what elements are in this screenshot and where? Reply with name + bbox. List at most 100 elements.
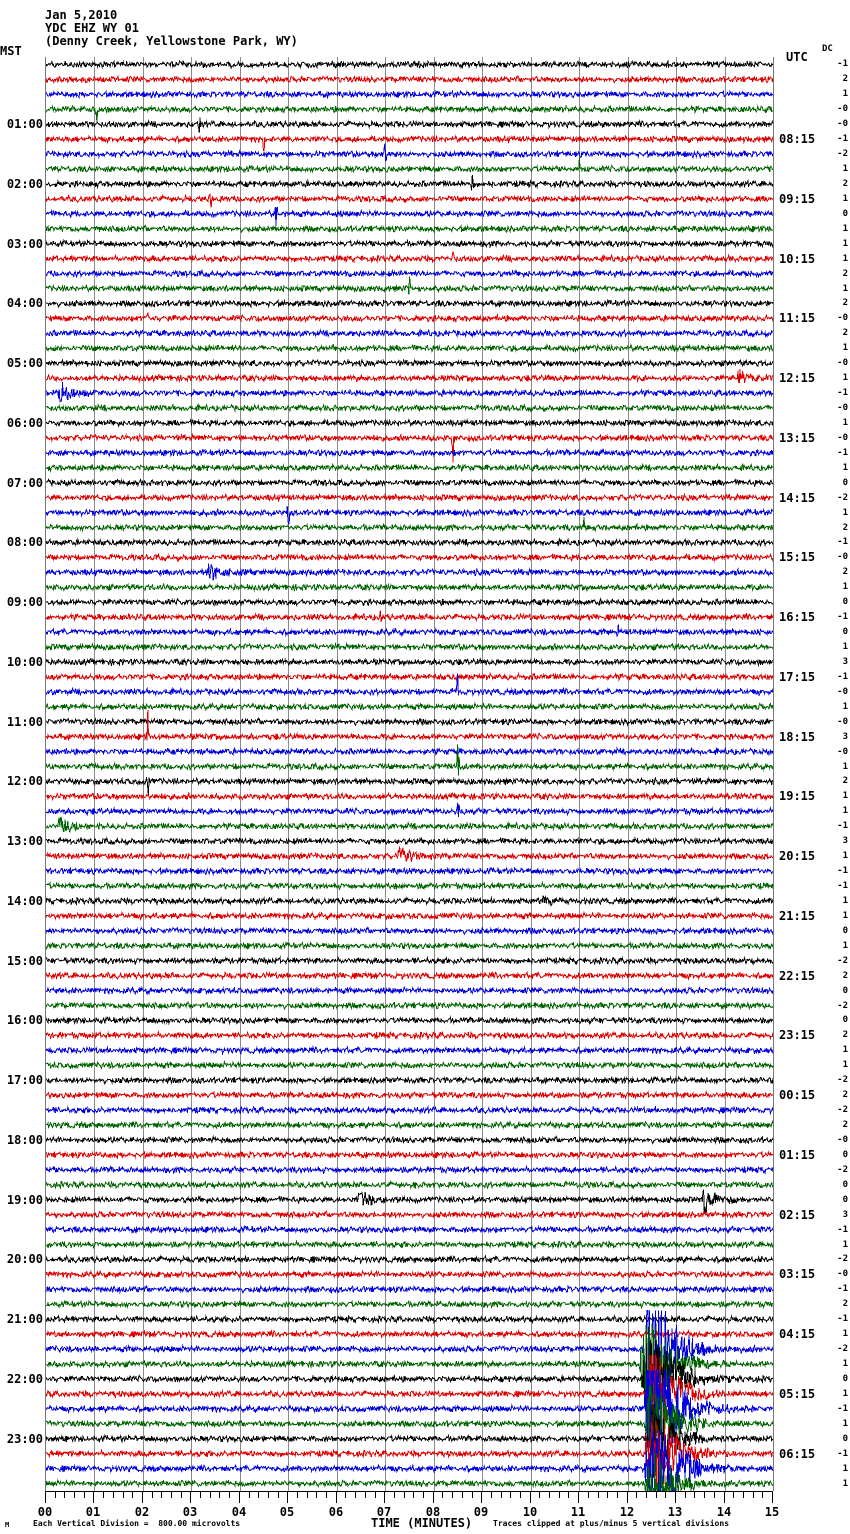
x-tick-minor (588, 1491, 589, 1498)
gridline-minute-9 (482, 57, 483, 1491)
axis-label-dc: DC (822, 44, 833, 54)
mst-time-label: 11:00 (6, 714, 43, 729)
dc-value: -1 (837, 671, 848, 682)
x-tick-major (578, 1491, 579, 1503)
x-axis-tick-label: 09 (473, 1505, 489, 1519)
dc-value: 0 (842, 1149, 848, 1160)
trace-row-46 (46, 746, 773, 757)
footer-xlabel: TIME (MINUTES) (371, 1516, 473, 1530)
trace-row-0 (46, 59, 773, 70)
utc-time-label: 16:15 (779, 610, 816, 625)
mst-time-label: 02:00 (6, 176, 43, 191)
x-tick-minor (607, 1491, 608, 1498)
dc-value: -2 (837, 1075, 848, 1086)
x-tick-minor (375, 1491, 376, 1498)
trace-row-6 (46, 143, 773, 162)
x-tick-major (724, 1491, 725, 1503)
utc-time-label: 18:15 (779, 729, 816, 744)
utc-time-label: 09:15 (779, 191, 816, 206)
trace-row-59 (46, 940, 773, 951)
helicorder-plot[interactable] (45, 57, 774, 1491)
trace-row-7 (46, 157, 773, 174)
trace-row-82 (46, 1284, 773, 1295)
trace-row-18 (46, 328, 773, 339)
x-tick-minor (452, 1491, 453, 1498)
x-axis-tick-label: 06 (328, 1505, 344, 1519)
trace-row-45 (46, 710, 773, 742)
trace-row-91 (46, 1384, 773, 1458)
trace-row-12 (46, 238, 773, 249)
x-tick-minor (123, 1491, 124, 1498)
mst-time-label: 14:00 (6, 893, 43, 908)
mst-time-label: 19:00 (6, 1192, 43, 1207)
trace-row-44 (46, 717, 773, 728)
x-axis-tick-label: 07 (376, 1505, 392, 1519)
utc-time-label: 22:15 (779, 968, 816, 983)
gridline-minute-3 (191, 57, 192, 1491)
trace-row-66 (46, 1045, 773, 1056)
dc-value: 1 (842, 582, 848, 593)
utc-time-label: 19:15 (779, 789, 816, 804)
trace-row-15 (46, 276, 773, 295)
dc-value: 2 (842, 1090, 848, 1101)
x-tick-major (384, 1491, 385, 1503)
x-tick-minor (103, 1491, 104, 1498)
x-tick-major (433, 1491, 434, 1503)
dc-value: 3 (842, 656, 848, 667)
x-tick-minor (171, 1491, 172, 1498)
trace-row-72 (46, 1134, 773, 1145)
dc-value: 1 (842, 1045, 848, 1056)
dc-value: 1 (842, 462, 848, 473)
trace-row-11 (46, 224, 773, 234)
dc-value: 0 (842, 1194, 848, 1205)
x-tick-major (772, 1491, 773, 1503)
header-date: Jan 5,2010 (45, 8, 118, 22)
trace-row-51 (46, 815, 773, 833)
x-tick-minor (656, 1491, 657, 1498)
trace-row-28 (46, 477, 773, 488)
trace-row-52 (46, 836, 773, 847)
dc-value: -1 (837, 1448, 848, 1459)
dc-value: 0 (842, 1015, 848, 1026)
x-tick-major (627, 1491, 628, 1503)
mst-time-label: 10:00 (6, 654, 43, 669)
trace-row-4 (46, 117, 773, 133)
x-tick-major (45, 1491, 46, 1503)
dc-value: -1 (837, 134, 848, 145)
x-tick-minor (307, 1491, 308, 1498)
trace-row-39 (46, 641, 773, 652)
x-axis-tick-label: 14 (716, 1505, 732, 1519)
mst-time-label: 23:00 (6, 1431, 43, 1446)
utc-time-label: 10:15 (779, 251, 816, 266)
mst-time-label: 03:00 (6, 236, 43, 251)
gridline-minute-5 (288, 57, 289, 1491)
trace-row-79 (46, 1239, 773, 1250)
x-tick-minor (753, 1491, 754, 1498)
x-tick-minor (665, 1491, 666, 1498)
trace-row-30 (46, 505, 773, 525)
x-tick-minor (636, 1491, 637, 1498)
trace-row-55 (46, 880, 773, 891)
x-tick-minor (394, 1491, 395, 1498)
x-tick-minor (462, 1491, 463, 1498)
dc-value: -0 (837, 119, 848, 130)
mst-time-label: 15:00 (6, 953, 43, 968)
x-tick-minor (646, 1491, 647, 1498)
x-tick-minor (113, 1491, 114, 1498)
mst-time-label: 07:00 (6, 475, 43, 490)
trace-row-23 (46, 403, 773, 413)
dc-value: 1 (842, 1239, 848, 1250)
trace-row-26 (46, 447, 773, 458)
dc-value: 0 (842, 1433, 848, 1444)
x-tick-minor (762, 1491, 763, 1498)
x-tick-major (142, 1491, 143, 1503)
mst-time-label: 17:00 (6, 1073, 43, 1088)
dc-value: -0 (837, 746, 848, 757)
dc-value: 2 (842, 178, 848, 189)
axis-label-utc: UTC (786, 50, 808, 64)
utc-time-label: 14:15 (779, 490, 816, 505)
x-axis-tick-label: 13 (667, 1505, 683, 1519)
x-tick-minor (74, 1491, 75, 1498)
dc-value: -2 (837, 1254, 848, 1265)
trace-row-42 (46, 673, 773, 697)
